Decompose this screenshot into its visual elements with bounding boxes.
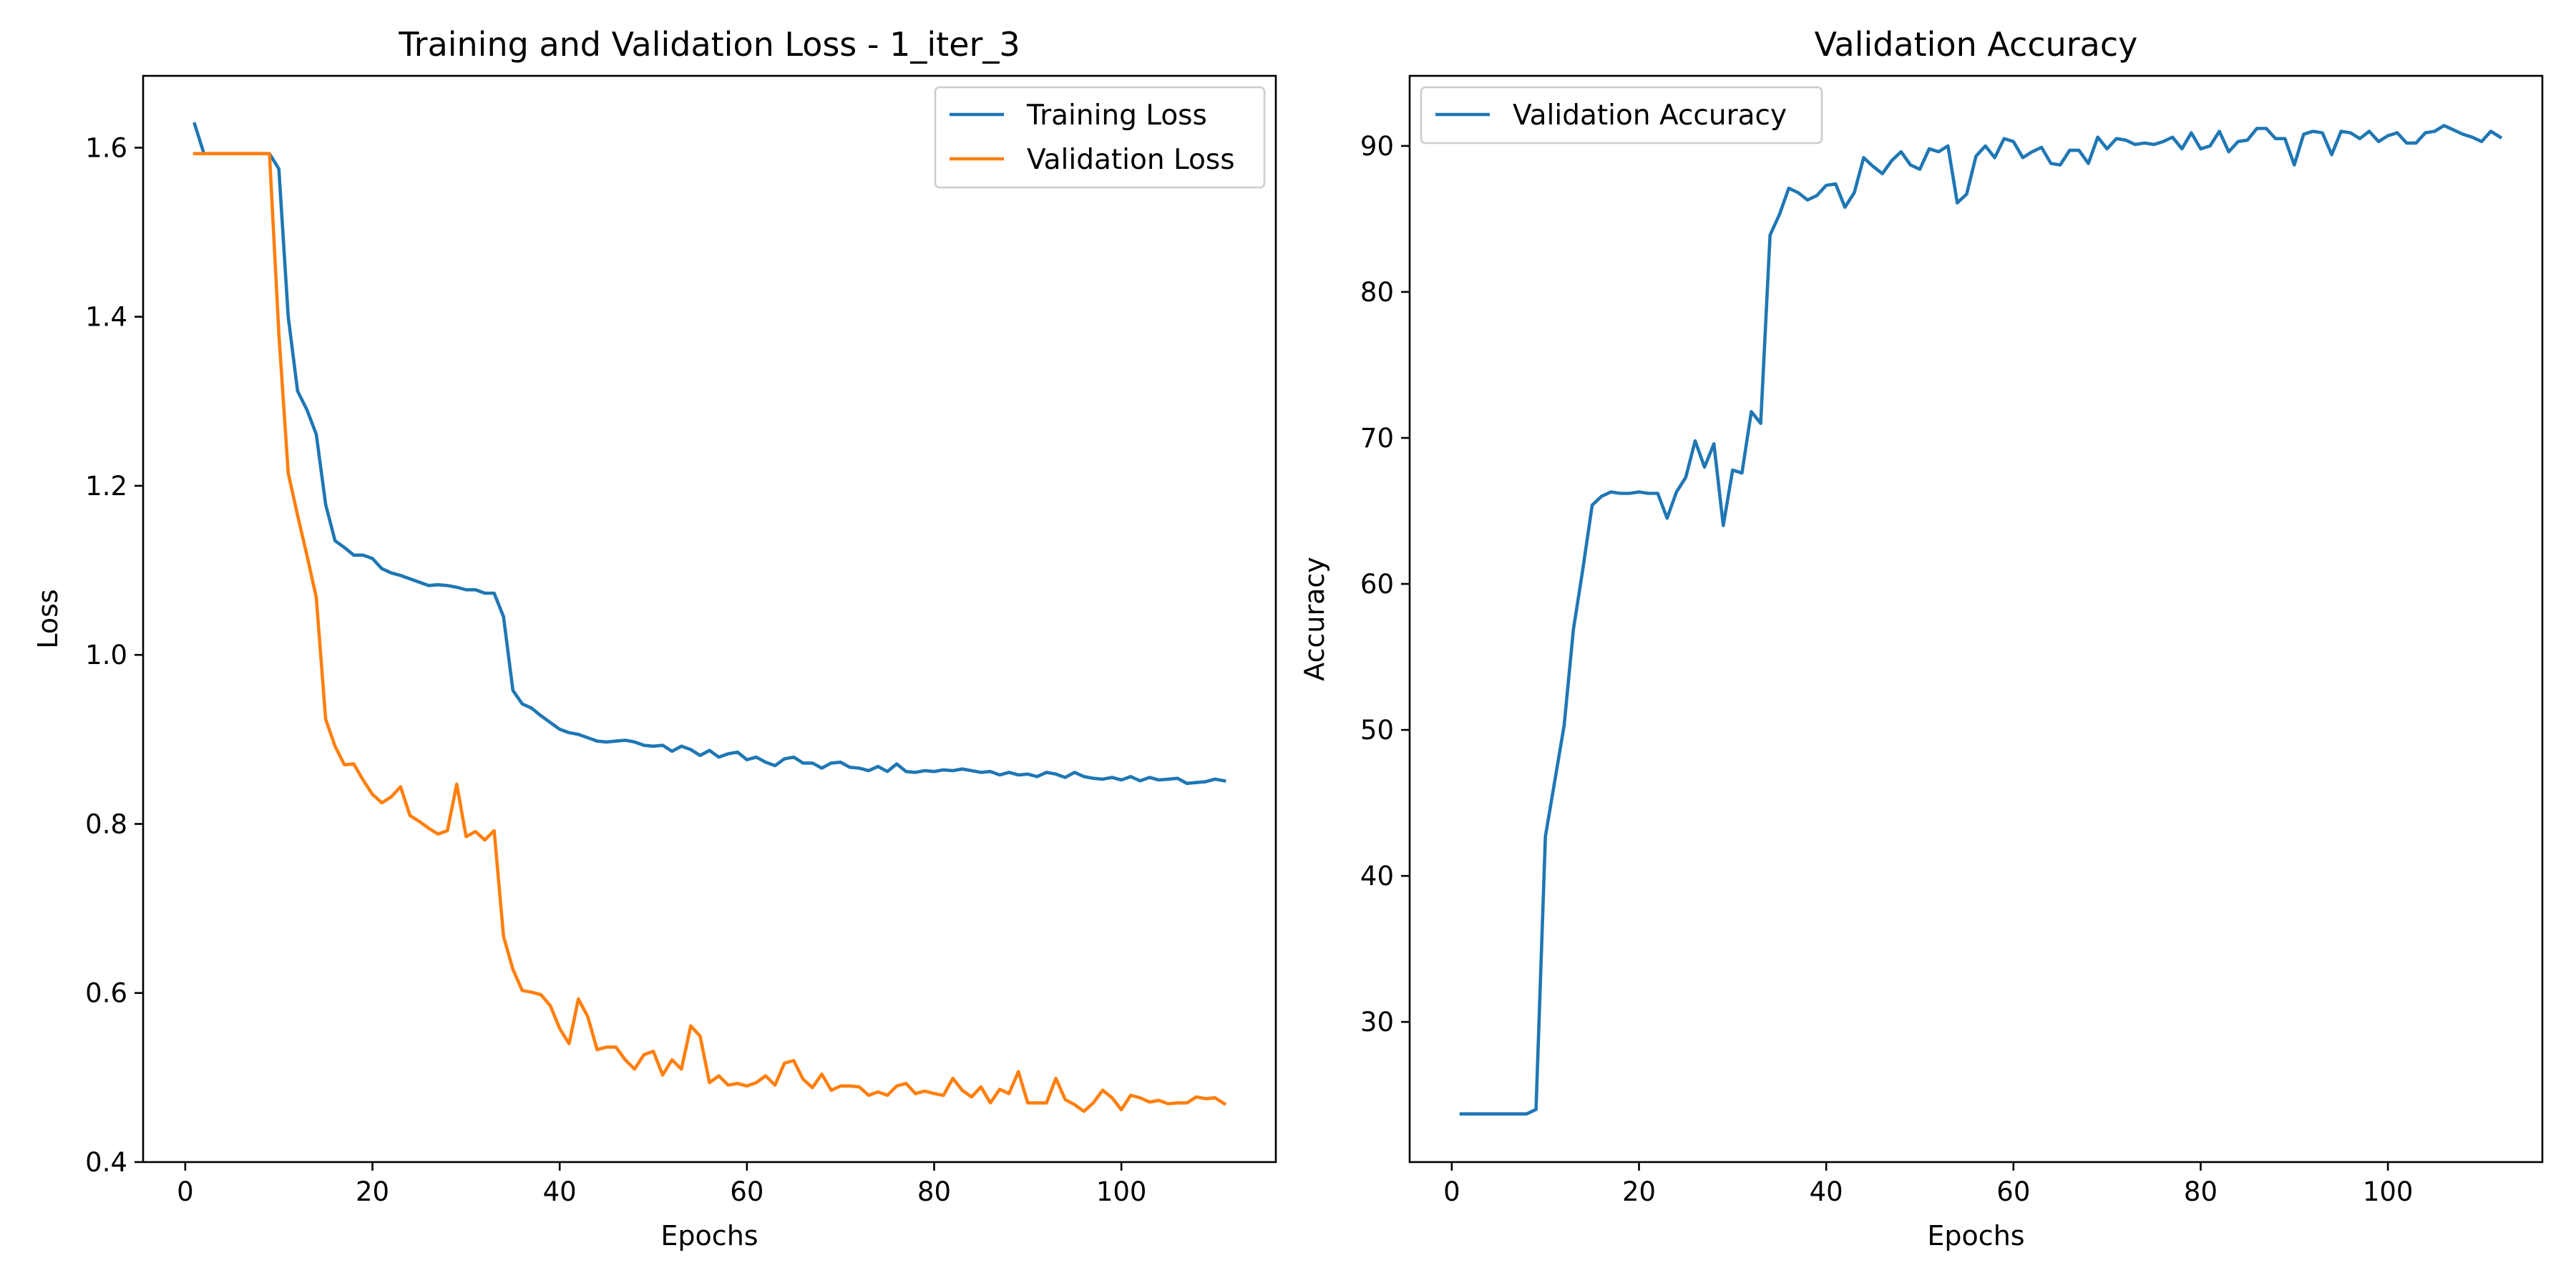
y-tick-label: 40 [1360, 861, 1394, 892]
y-axis-label: Accuracy [1299, 557, 1330, 681]
x-tick-label: 80 [2184, 1176, 2218, 1207]
x-tick-label: 100 [1096, 1176, 1147, 1207]
y-tick-label: 1.0 [85, 640, 127, 670]
x-tick-label: 60 [1996, 1176, 2030, 1207]
x-tick-label: 20 [356, 1176, 389, 1207]
y-tick-label: 0.4 [85, 1147, 127, 1178]
legend: Training Loss Validation Loss [934, 86, 1266, 189]
x-tick-label: 100 [2363, 1176, 2414, 1207]
series-line-training-loss [192, 122, 1226, 786]
series-line-validation-loss [192, 152, 1227, 1113]
x-tick-label: 60 [730, 1176, 763, 1207]
x-tick-label: 20 [1622, 1176, 1656, 1207]
x-tick-label: 40 [543, 1176, 577, 1207]
x-tick-label: 0 [177, 1176, 194, 1207]
legend-entry-label: Validation Accuracy [1513, 99, 1787, 132]
y-tick-label: 1.6 [85, 132, 127, 163]
y-tick-label: 50 [1360, 715, 1394, 746]
legend-entry-label: Validation Loss [1027, 144, 1235, 176]
y-tick-label: 1.2 [85, 471, 127, 502]
y-tick-label: 1.4 [85, 302, 127, 333]
plot-area-frame [142, 74, 1277, 1163]
legend-entry-label: Training Loss [1026, 99, 1207, 132]
x-tick-label: 80 [917, 1176, 951, 1207]
y-tick-label: 70 [1360, 423, 1394, 454]
chart-2: Validation Accuracy 0 20 40 60 80 100 30 40 50 60 7… [1299, 25, 2544, 1252]
plot-area-frame [1408, 74, 2544, 1163]
x-axis-label: Epochs [660, 1220, 758, 1252]
legend: Validation Accuracy [1420, 86, 1823, 145]
legend-frame [934, 86, 1266, 189]
y-tick-label: 60 [1360, 569, 1394, 600]
y-tick-label: 80 [1360, 277, 1394, 308]
chart-1: Training and Validation Loss - 1_iter_3 0… [32, 25, 1277, 1252]
legend-frame [1420, 86, 1823, 145]
y-tick-label: 90 [1360, 131, 1394, 162]
chart-title: Training and Validation Loss - 1_iter_3 [398, 25, 1020, 64]
x-tick-label: 0 [1443, 1176, 1460, 1207]
y-tick-label: 0.6 [85, 978, 127, 1009]
x-axis-label: Epochs [1927, 1220, 2024, 1252]
y-tick-label: 0.8 [85, 809, 127, 839]
y-axis-label: Loss [32, 589, 64, 648]
x-tick-label: 40 [1810, 1176, 1843, 1207]
chart-title: Validation Accuracy [1815, 25, 2138, 64]
y-tick-label: 30 [1360, 1007, 1394, 1038]
series-line-validation-accuracy [1459, 124, 2503, 1116]
